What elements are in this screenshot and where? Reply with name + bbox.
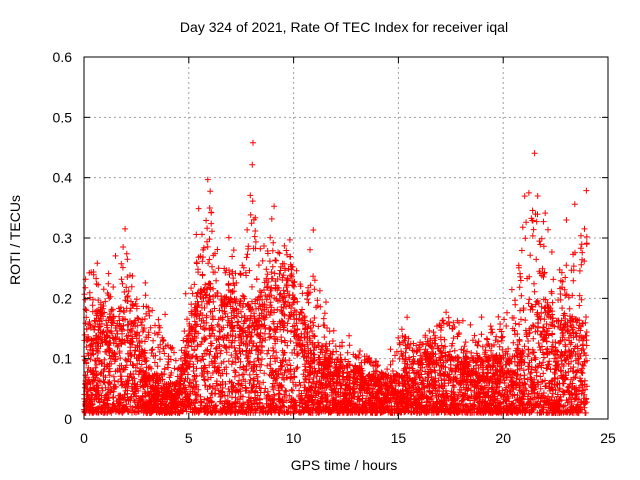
x-tick-label: 5	[185, 430, 193, 446]
x-tick-label: 25	[600, 430, 616, 446]
roti-point-markers	[81, 139, 590, 416]
x-axis-title: GPS time / hours	[291, 457, 398, 473]
x-tick-label: 20	[495, 430, 511, 446]
data-points	[81, 139, 590, 416]
x-tick-label: 10	[286, 430, 302, 446]
y-tick-label: 0.2	[53, 290, 73, 306]
y-tick-label: 0.1	[53, 351, 73, 367]
chart-title: Day 324 of 2021, Rate Of TEC Index for r…	[180, 19, 508, 35]
y-tick-label: 0.6	[53, 49, 73, 65]
y-tick-label: 0.4	[53, 170, 73, 186]
y-axis-title: ROTI / TECUs	[7, 195, 23, 285]
x-tick-label: 0	[80, 430, 88, 446]
y-tick-label: 0.3	[53, 230, 73, 246]
axis-ticks: 0 5 10 15 20 25 0 0.1 0.2 0.3 0.4 0.5 0.6	[53, 49, 616, 446]
y-tick-label: 0	[64, 411, 72, 427]
x-tick-label: 15	[391, 430, 407, 446]
y-tick-label: 0.5	[53, 109, 73, 125]
grid-lines	[84, 57, 608, 419]
